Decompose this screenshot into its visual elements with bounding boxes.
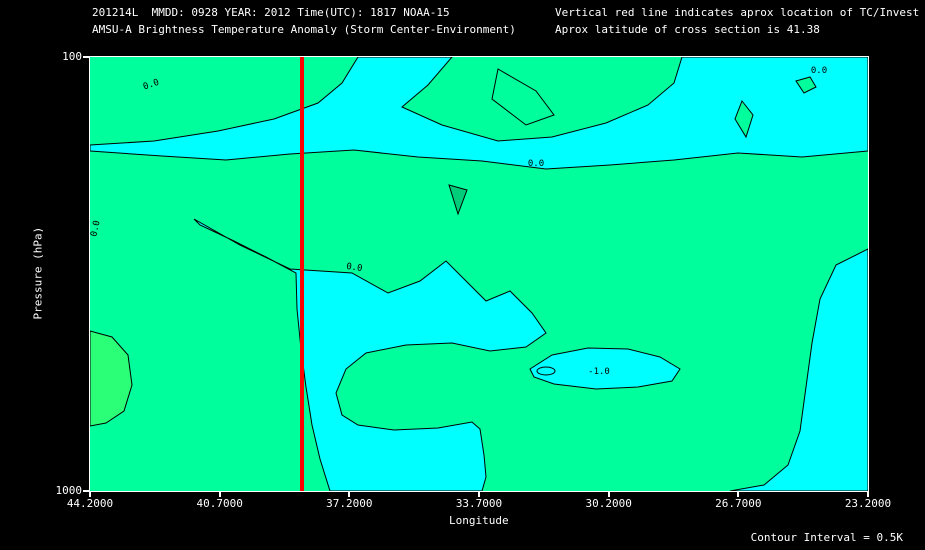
- x-tick-mark: [478, 492, 480, 497]
- contour-ellipse-0: [536, 366, 556, 376]
- negative-anomaly-top-band: [90, 57, 868, 170]
- contour-label-4: -1.0: [588, 367, 610, 377]
- x-tick-label: 44.2000: [66, 497, 114, 510]
- x-tick-label: 40.7000: [196, 497, 243, 510]
- contour-label-2: 0.0: [346, 262, 363, 274]
- note-red-line: Vertical red line indicates aprox locati…: [555, 6, 920, 19]
- strong-positive-patch-left: [90, 330, 133, 427]
- title-product-name: AMSU-A Brightness Temperature Anomaly (S…: [92, 23, 516, 36]
- negative-anomaly-minus1-pocket: [529, 347, 681, 390]
- positive-triangle-mid: [448, 184, 468, 216]
- negative-anomaly-bottom-right: [729, 248, 868, 491]
- positive-diamond-upper-right: [734, 100, 754, 139]
- y-tick-label: 100: [62, 50, 82, 63]
- tc-location-red-line: [300, 57, 304, 491]
- x-tick-label: 30.2000: [585, 497, 632, 510]
- contour-label-5: 0.0: [90, 220, 103, 238]
- y-axis-title: Pressure (hPa): [31, 226, 45, 320]
- contour-label-3: 0.0: [811, 66, 827, 76]
- x-tick-mark: [607, 492, 610, 497]
- contour-interval-note: Contour Interval = 0.5K: [750, 531, 903, 544]
- x-tick-mark: [218, 492, 221, 497]
- title-storm-info: 201214L MMDD: 0928 YEAR: 2012 Time(UTC):…: [92, 6, 450, 19]
- contour-label-1: 0.0: [528, 159, 544, 169]
- contour-plot: 0.0 0.0 0.0 0.0 -1.0 0.0: [89, 56, 869, 492]
- x-tick-mark: [867, 492, 869, 497]
- x-tick-label: 37.2000: [326, 497, 373, 510]
- x-tick-mark: [89, 492, 91, 497]
- y-tick-mark: [83, 490, 89, 492]
- y-tick-label: 1000: [55, 484, 83, 497]
- x-tick-mark: [348, 492, 351, 497]
- x-axis-title: Longitude: [449, 514, 509, 527]
- x-tick-mark: [737, 492, 740, 497]
- x-tick-label: 26.7000: [715, 497, 762, 510]
- note-latitude: Aprox latitude of cross section is 41.38: [555, 23, 820, 36]
- y-tick-mark: [83, 56, 89, 58]
- contour-loop-0: [491, 68, 555, 126]
- positive-loop-upper-right: [795, 76, 817, 94]
- contour-plot-svg: 0.00.00.00.0-1.00.0: [90, 57, 868, 491]
- x-tick-label: 23.2000: [844, 497, 892, 510]
- x-tick-label: 33.7000: [455, 497, 503, 510]
